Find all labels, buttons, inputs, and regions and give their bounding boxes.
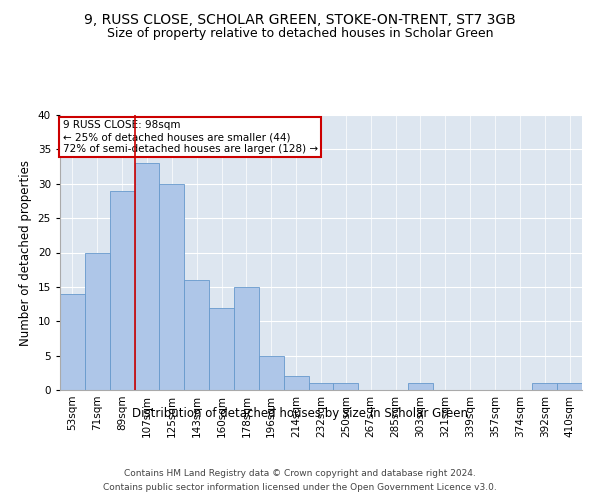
Bar [284, 376, 308, 390]
Bar [134, 163, 160, 390]
Bar [184, 280, 209, 390]
Text: Size of property relative to detached houses in Scholar Green: Size of property relative to detached ho… [107, 28, 493, 40]
Bar [557, 383, 582, 390]
Bar [85, 252, 110, 390]
Bar [60, 294, 85, 390]
Y-axis label: Number of detached properties: Number of detached properties [19, 160, 32, 346]
Bar [532, 383, 557, 390]
Bar [259, 356, 284, 390]
Text: Contains HM Land Registry data © Crown copyright and database right 2024.: Contains HM Land Registry data © Crown c… [124, 468, 476, 477]
Bar [308, 383, 334, 390]
Bar [334, 383, 358, 390]
Text: Distribution of detached houses by size in Scholar Green: Distribution of detached houses by size … [132, 408, 468, 420]
Bar [408, 383, 433, 390]
Text: 9 RUSS CLOSE: 98sqm
← 25% of detached houses are smaller (44)
72% of semi-detach: 9 RUSS CLOSE: 98sqm ← 25% of detached ho… [62, 120, 318, 154]
Bar [110, 190, 134, 390]
Text: 9, RUSS CLOSE, SCHOLAR GREEN, STOKE-ON-TRENT, ST7 3GB: 9, RUSS CLOSE, SCHOLAR GREEN, STOKE-ON-T… [84, 12, 516, 26]
Bar [234, 287, 259, 390]
Text: Contains public sector information licensed under the Open Government Licence v3: Contains public sector information licen… [103, 484, 497, 492]
Bar [160, 184, 184, 390]
Bar [209, 308, 234, 390]
